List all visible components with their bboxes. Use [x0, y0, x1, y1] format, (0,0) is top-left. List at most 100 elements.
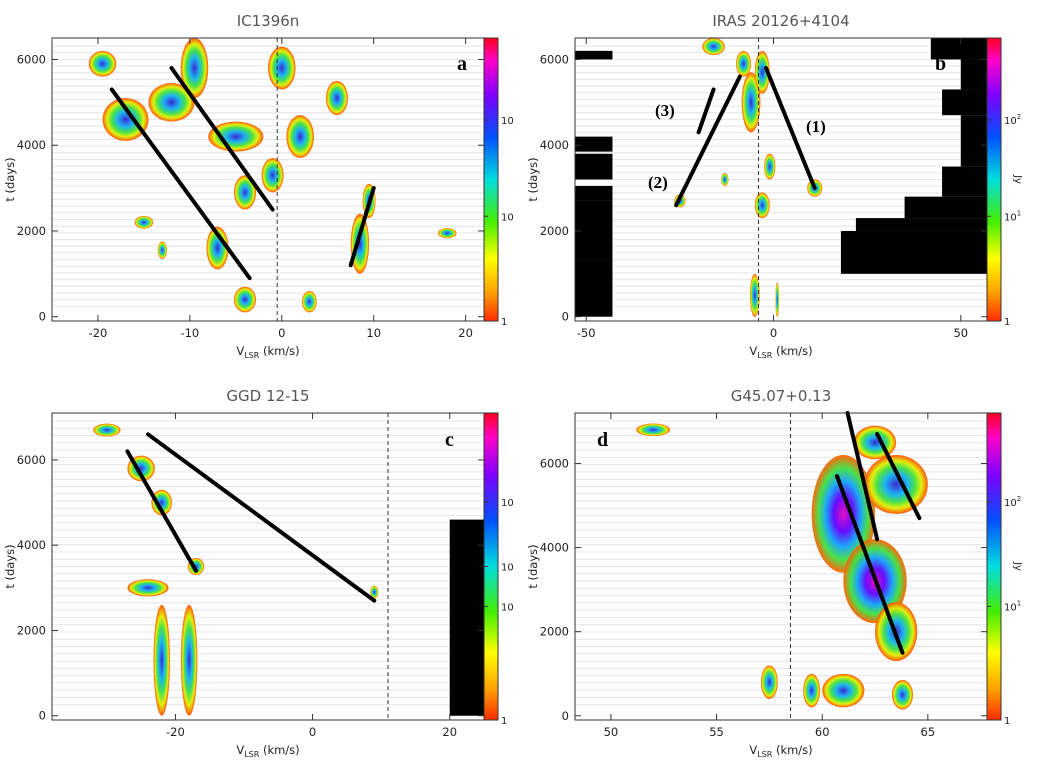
emission-feature — [864, 455, 928, 514]
absorption-block — [942, 166, 987, 197]
colorbar — [986, 37, 1002, 322]
emission-feature — [180, 604, 198, 716]
y-tick-label: 4000 — [540, 138, 569, 152]
y-tick-label: 4000 — [17, 538, 46, 552]
x-tick-label: -20 — [166, 725, 185, 739]
x-tick-label: -50 — [577, 326, 596, 340]
trace-line — [696, 87, 716, 135]
absorption-block — [575, 200, 613, 261]
emission-feature — [127, 579, 169, 597]
absorption-block — [904, 196, 987, 219]
colorbar-tick-label: 10 — [501, 212, 514, 223]
emission-feature — [180, 38, 209, 99]
colorbar — [986, 412, 1002, 721]
y-tick-label: 0 — [39, 310, 46, 324]
x-tick-label: 20 — [458, 326, 473, 340]
emission-feature — [153, 604, 170, 716]
y-tick-label: 4000 — [540, 541, 569, 555]
trace-line — [834, 474, 905, 655]
trace-line — [845, 411, 880, 542]
trace-label: (3) — [655, 101, 675, 120]
emission-feature — [891, 680, 914, 710]
absorption-block — [942, 89, 987, 116]
absorption-block — [575, 153, 613, 180]
y-tick-label: 0 — [562, 310, 569, 324]
emission-feature — [102, 98, 149, 141]
emission-feature — [853, 425, 897, 460]
emission-feature — [233, 175, 257, 210]
trace-line — [875, 432, 922, 521]
emission-feature — [438, 227, 457, 239]
x-axis-label: VLSR (km/s) — [749, 743, 812, 759]
emission-feature — [325, 80, 348, 116]
colorbar-tick-label: 1 — [501, 716, 507, 727]
emission-feature — [754, 192, 770, 219]
y-tick-label: 0 — [562, 709, 569, 723]
chart-title: G45.07+0.13 — [731, 387, 832, 405]
chart-title: GGD 12-15 — [226, 387, 309, 405]
emission-feature — [636, 423, 671, 437]
emission-feature — [803, 673, 821, 708]
panel-label: d — [597, 429, 608, 451]
x-tick-label: 0 — [278, 326, 285, 340]
panel-label: c — [445, 429, 454, 451]
y-tick-label: 0 — [39, 709, 46, 723]
colorbar-tick-label: 1 — [1004, 716, 1010, 727]
y-tick-label: 2000 — [17, 224, 46, 238]
colorbar-unit: Jy — [1012, 561, 1023, 571]
absorption-block — [449, 519, 484, 716]
emission-feature — [370, 585, 379, 599]
trace-line — [169, 66, 275, 212]
colorbar-tick-label: 10 — [501, 498, 514, 509]
emission-feature — [764, 153, 776, 180]
emission-feature — [302, 290, 317, 313]
absorption-block — [960, 59, 987, 90]
absorption-block — [575, 50, 613, 60]
trace-line — [674, 74, 742, 208]
chart-panel-d: G45.07+0.13 50 55 60 65 0 2000 4000 6000 VLSR (km… — [526, 387, 1023, 759]
chart-title: IC1396n — [237, 12, 300, 30]
x-tick-label: 20 — [442, 725, 457, 739]
emission-feature — [760, 665, 778, 699]
trace-label: (2) — [648, 173, 668, 192]
panel-label: a — [457, 53, 467, 75]
absorption-block — [855, 218, 987, 231]
trace-line — [109, 87, 252, 281]
y-axis-label: t (days) — [526, 157, 540, 201]
y-tick-label: 2000 — [17, 623, 46, 637]
absorption-block — [575, 185, 613, 201]
y-tick-label: 6000 — [17, 52, 46, 66]
x-axis-label: VLSR (km/s) — [236, 344, 299, 360]
emission-feature — [741, 72, 761, 133]
colorbar-tick-label: 1 — [501, 317, 507, 328]
x-tick-label: 60 — [815, 725, 830, 739]
emission-feature — [208, 121, 264, 152]
colorbar-tick-label: 1 — [1004, 317, 1010, 328]
chart-title: IRAS 20126+4104 — [712, 12, 849, 30]
colorbar-tick-label: 10 — [501, 116, 514, 127]
emission-feature — [811, 455, 876, 573]
emission-feature — [702, 38, 725, 56]
colorbar-tick-label: 102 — [1004, 495, 1021, 509]
emission-feature — [88, 50, 117, 77]
colorbar-tick-label: 10 — [501, 563, 514, 574]
trace-line — [348, 186, 376, 268]
y-tick-label: 6000 — [540, 52, 569, 66]
y-axis-label: t (days) — [3, 157, 17, 201]
y-tick-label: 6000 — [17, 453, 46, 467]
emission-feature — [206, 226, 229, 270]
emission-feature — [261, 158, 284, 193]
x-tick-label: 10 — [366, 326, 381, 340]
absorption-block — [575, 136, 613, 152]
panel-label: b — [935, 53, 946, 75]
chart-panel-b: IRAS 20126+4104 (1) (2) (3) -50 0 50 0 2000 4000 6… — [526, 12, 1023, 360]
colorbar-unit: Jy — [1012, 174, 1023, 184]
emission-feature — [286, 115, 314, 159]
colorbar-tick-label: 10 — [501, 602, 514, 613]
emission-feature — [721, 173, 729, 186]
x-tick-label: 0 — [770, 326, 777, 340]
absorption-block — [840, 230, 987, 274]
emission-feature — [148, 83, 195, 122]
chart-panel-c: GGD 12-15 -20 0 20 0 2000 4000 6000 VLSR (km/s) t… — [3, 387, 514, 759]
